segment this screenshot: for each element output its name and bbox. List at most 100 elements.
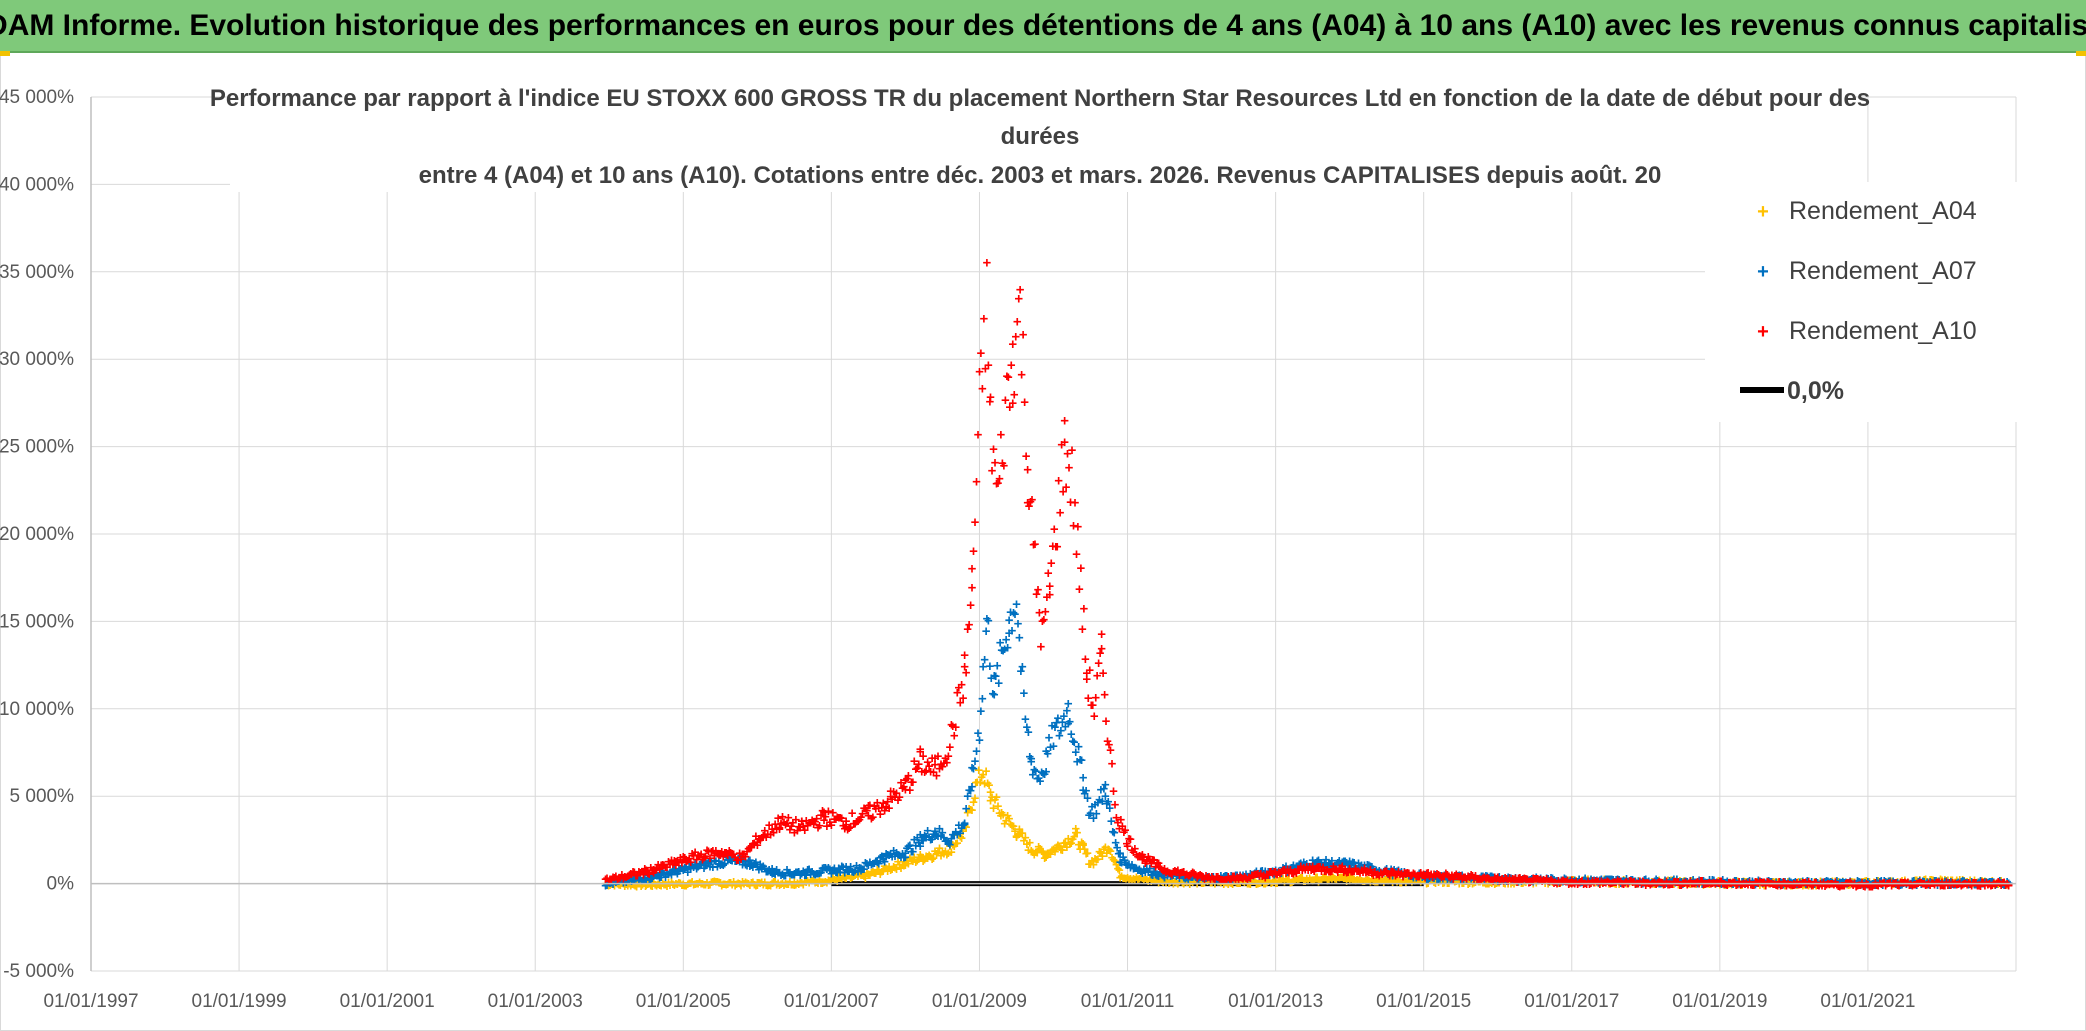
y-tick-label: 0% — [47, 874, 75, 895]
x-tick-label: 01/01/2005 — [636, 991, 731, 1012]
data-point: + — [634, 874, 643, 891]
data-point: + — [1077, 752, 1086, 769]
x-tick-label: 01/01/2019 — [1672, 991, 1767, 1012]
data-point: + — [664, 874, 673, 891]
data-point: + — [870, 865, 879, 882]
data-point: + — [695, 874, 704, 891]
data-point: + — [1028, 492, 1037, 509]
data-point: + — [815, 871, 824, 888]
data-point: + — [791, 877, 800, 894]
data-point: + — [980, 310, 989, 327]
data-point: + — [879, 862, 888, 879]
data-point: + — [703, 874, 712, 891]
data-point: + — [925, 847, 934, 864]
data-point: + — [935, 840, 944, 857]
data-point: + — [1031, 536, 1040, 553]
data-point: + — [1053, 539, 1062, 556]
data-point: + — [635, 874, 644, 891]
x-tick-label: 01/01/2021 — [1820, 991, 1915, 1012]
data-point: + — [789, 876, 798, 893]
data-point: + — [1037, 638, 1046, 655]
legend-marker-a04: + — [1757, 201, 1769, 223]
data-point: + — [938, 844, 947, 861]
data-point: + — [839, 868, 848, 885]
data-point: + — [908, 853, 917, 870]
data-point: + — [1015, 629, 1024, 646]
data-point: + — [975, 732, 984, 749]
data-point: + — [787, 876, 796, 893]
legend-label-zero: 0,0% — [1787, 377, 1844, 405]
data-point: + — [1050, 521, 1059, 538]
data-point: + — [1099, 665, 1108, 682]
data-point: + — [616, 877, 625, 894]
data-point: + — [775, 877, 784, 894]
chart-title-line-3: entre 4 (A04) et 10 ans (A10). Cotations… — [419, 162, 1662, 189]
data-point: + — [897, 860, 906, 877]
legend-label-a10: Rendement_A10 — [1789, 317, 1977, 345]
y-axis: 45 000% 40 000% 35 000% 30 000% 25 000% 20 00… — [0, 87, 92, 982]
data-point: + — [1074, 519, 1083, 536]
data-point: + — [1010, 386, 1019, 403]
data-point: + — [669, 876, 678, 893]
data-point: + — [652, 877, 661, 894]
data-point: + — [866, 867, 875, 884]
data-point: + — [799, 876, 808, 893]
data-point: + — [732, 876, 741, 893]
data-point: + — [762, 877, 771, 894]
data-point: + — [888, 861, 897, 878]
data-point: + — [871, 865, 880, 882]
y-tick-label: 20 000% — [0, 524, 74, 545]
data-point: + — [651, 877, 660, 894]
data-point: + — [709, 874, 718, 891]
data-point: + — [855, 865, 864, 882]
data-point: + — [858, 866, 867, 883]
data-point: + — [646, 877, 655, 894]
data-point: + — [700, 876, 709, 893]
data-point: + — [707, 874, 716, 891]
data-point: + — [746, 877, 755, 894]
data-point: + — [965, 617, 974, 634]
data-point: + — [904, 855, 913, 872]
data-point: + — [928, 851, 937, 868]
data-point: + — [982, 254, 991, 271]
data-point: + — [974, 427, 983, 444]
data-point: + — [1007, 357, 1016, 374]
chart-legend: + Rendement_A04 + Rendement_A07 + Rendem… — [1705, 182, 2020, 422]
data-point: + — [1000, 457, 1009, 474]
data-point: + — [794, 876, 803, 893]
data-point: + — [852, 866, 861, 883]
data-point: + — [747, 874, 756, 891]
data-point: + — [2004, 877, 2013, 894]
data-point: + — [876, 866, 885, 883]
data-point: + — [882, 860, 891, 877]
y-tick-label: 15 000% — [0, 611, 74, 632]
data-point: + — [717, 877, 726, 894]
data-point: + — [741, 874, 750, 891]
y-tick-label: 45 000% — [0, 87, 74, 108]
data-point: + — [713, 874, 722, 891]
data-point: + — [802, 874, 811, 891]
x-tick-label: 01/01/1999 — [192, 991, 287, 1012]
data-point: + — [916, 846, 925, 863]
data-point: + — [771, 874, 780, 891]
data-point: + — [826, 873, 835, 890]
data-point: + — [1077, 560, 1086, 577]
data-point: + — [737, 877, 746, 894]
data-point: + — [704, 877, 713, 894]
data-point: + — [1034, 582, 1043, 599]
data-point: + — [903, 852, 912, 869]
data-point: + — [714, 874, 723, 891]
data-point: + — [1060, 412, 1069, 429]
data-point: + — [986, 389, 995, 406]
data-point: + — [994, 675, 1003, 692]
data-point: + — [901, 857, 910, 874]
data-point: + — [898, 856, 907, 873]
data-point: + — [820, 874, 829, 891]
data-point: + — [628, 876, 637, 893]
legend-label-a07: Rendement_A07 — [1789, 257, 1977, 285]
data-point: + — [849, 868, 858, 885]
data-point: + — [892, 861, 901, 878]
data-point: + — [1045, 578, 1054, 595]
data-point: + — [731, 878, 740, 895]
data-point: + — [895, 856, 904, 873]
